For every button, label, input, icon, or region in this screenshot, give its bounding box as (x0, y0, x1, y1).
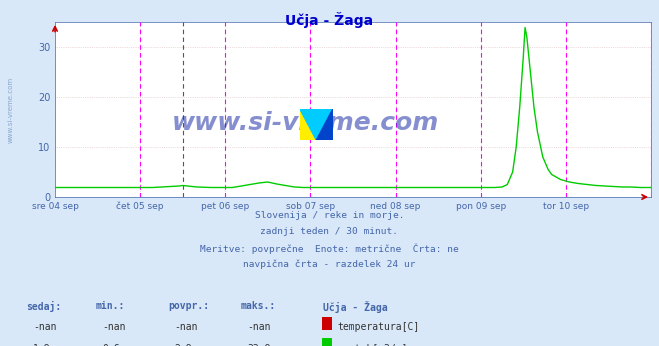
Text: min.:: min.: (96, 301, 125, 311)
Text: www.si-vreme.com: www.si-vreme.com (172, 111, 439, 136)
Text: -nan: -nan (247, 322, 271, 333)
Text: -nan: -nan (33, 322, 57, 333)
Text: 0,6: 0,6 (102, 344, 120, 346)
Text: www.si-vreme.com: www.si-vreme.com (7, 76, 13, 143)
Text: povpr.:: povpr.: (168, 301, 209, 311)
Text: temperatura[C]: temperatura[C] (337, 322, 420, 333)
Text: maks.:: maks.: (241, 301, 275, 311)
Text: Slovenija / reke in morje.: Slovenija / reke in morje. (255, 211, 404, 220)
Text: 2,9: 2,9 (175, 344, 192, 346)
Text: 1,9: 1,9 (33, 344, 51, 346)
Polygon shape (300, 109, 316, 140)
Polygon shape (300, 109, 333, 140)
Text: Učja - Žaga: Učja - Žaga (285, 12, 374, 28)
Text: -nan: -nan (102, 322, 126, 333)
Text: navpična črta - razdelek 24 ur: navpična črta - razdelek 24 ur (243, 260, 416, 269)
Text: sedaj:: sedaj: (26, 301, 61, 312)
Text: zadnji teden / 30 minut.: zadnji teden / 30 minut. (260, 227, 399, 236)
Text: -nan: -nan (175, 322, 198, 333)
Text: Meritve: povprečne  Enote: metrične  Črta: ne: Meritve: povprečne Enote: metrične Črta:… (200, 243, 459, 254)
Text: 33,9: 33,9 (247, 344, 271, 346)
Text: Učja - Žaga: Učja - Žaga (323, 301, 387, 313)
Polygon shape (316, 109, 333, 140)
Text: pretok[m3/s]: pretok[m3/s] (337, 344, 408, 346)
